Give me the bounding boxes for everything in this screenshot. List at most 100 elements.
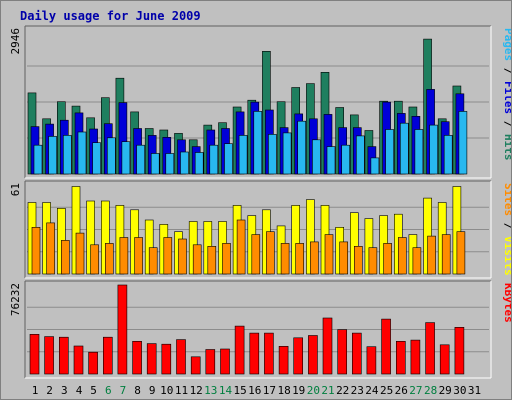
bar-sites-day-7 xyxy=(119,237,129,275)
x-tick-label: 1 xyxy=(32,384,39,397)
x-tick-label: 16 xyxy=(248,384,261,397)
panel-visits-sites: 61 Sites / Visits xyxy=(9,180,512,279)
x-tick-label: 5 xyxy=(90,384,97,397)
bar-kbytes-day-22 xyxy=(337,329,348,375)
bar-sites-day-27 xyxy=(412,247,422,275)
panel-hits-files-pages: 2946 Pages / Files / Hits xyxy=(9,25,512,179)
bar-pages-day-6 xyxy=(107,137,116,175)
bar-pages-day-17 xyxy=(268,134,277,175)
x-tick-label: 4 xyxy=(76,384,83,397)
bar-sites-day-26 xyxy=(397,237,407,275)
bar-pages-day-22 xyxy=(341,144,351,175)
x-tick-label: 9 xyxy=(149,384,156,397)
bar-kbytes-day-4 xyxy=(73,345,84,375)
legend-visits: Visits xyxy=(502,236,511,276)
bar-sites-day-16 xyxy=(251,234,261,275)
x-tick-label: 18 xyxy=(277,384,290,397)
x-tick-label: 31 xyxy=(468,384,481,397)
bar-sites-day-17 xyxy=(266,231,275,275)
bar-kbytes-day-23 xyxy=(351,332,362,375)
legend-separator: / xyxy=(502,61,511,81)
x-tick-label: 30 xyxy=(453,384,466,397)
y-max-label: 61 xyxy=(9,183,22,196)
bar-sites-day-28 xyxy=(427,235,436,275)
bar-sites-day-12 xyxy=(192,244,202,275)
bar-pages-day-3 xyxy=(62,135,72,175)
legend: KBytes xyxy=(502,283,511,323)
bar-kbytes-day-21 xyxy=(322,317,333,375)
x-tick-label: 13 xyxy=(204,384,217,397)
bar-kbytes-day-15 xyxy=(234,325,245,375)
bar-sites-day-25 xyxy=(383,243,392,275)
bar-pages-day-14 xyxy=(224,143,233,175)
bar-kbytes-day-7 xyxy=(117,284,128,375)
bar-pages-day-24 xyxy=(370,157,380,175)
bar-kbytes-day-25 xyxy=(381,318,391,375)
bar-sites-day-15 xyxy=(236,219,246,275)
bar-kbytes-day-13 xyxy=(205,349,216,375)
bar-sites-day-9 xyxy=(148,247,158,275)
bar-pages-day-28 xyxy=(429,124,438,175)
bar-sites-day-3 xyxy=(60,240,70,275)
bar-sites-day-21 xyxy=(324,234,334,275)
bar-pages-day-1 xyxy=(33,144,43,175)
x-tick-label: 3 xyxy=(61,384,68,397)
bar-kbytes-day-6 xyxy=(103,336,113,375)
bar-sites-day-20 xyxy=(310,241,319,275)
bar-kbytes-day-16 xyxy=(249,332,260,375)
bar-pages-day-10 xyxy=(165,153,175,175)
bar-sites-day-2 xyxy=(46,222,55,275)
bar-kbytes-day-27 xyxy=(410,339,421,375)
legend-separator: / xyxy=(502,114,511,134)
bar-pages-day-20 xyxy=(312,139,321,175)
x-tick-label: 15 xyxy=(233,384,246,397)
bar-sites-day-13 xyxy=(207,246,217,275)
chart-title: Daily usage for June 2009 xyxy=(20,9,201,23)
bar-sites-day-23 xyxy=(353,246,363,275)
bar-pages-day-19 xyxy=(297,120,307,175)
bar-kbytes-day-2 xyxy=(44,336,54,375)
bar-sites-day-14 xyxy=(222,243,231,275)
bar-sites-day-29 xyxy=(441,234,451,275)
bar-pages-day-2 xyxy=(48,136,57,175)
bar-pages-day-4 xyxy=(77,131,87,175)
bar-sites-day-22 xyxy=(339,241,349,275)
bar-kbytes-day-14 xyxy=(220,348,230,375)
bar-sites-day-4 xyxy=(75,232,85,275)
bar-sites-day-1 xyxy=(31,227,41,275)
bar-sites-day-6 xyxy=(105,243,114,275)
x-tick-label: 7 xyxy=(120,384,127,397)
bar-kbytes-day-29 xyxy=(439,344,450,375)
y-max-label: 76232 xyxy=(9,283,22,316)
bar-pages-day-13 xyxy=(209,144,219,175)
x-tick-label: 8 xyxy=(134,384,141,397)
legend-sites: Sites xyxy=(502,183,511,216)
bar-kbytes-day-17 xyxy=(264,332,274,375)
bar-pages-day-11 xyxy=(180,151,189,175)
x-tick-label: 26 xyxy=(395,384,408,397)
x-tick-label: 23 xyxy=(351,384,364,397)
bar-pages-day-25 xyxy=(385,129,394,175)
bar-kbytes-day-9 xyxy=(146,343,157,375)
x-tick-label: 19 xyxy=(292,384,305,397)
bar-kbytes-day-11 xyxy=(176,339,186,375)
bar-kbytes-day-30 xyxy=(454,326,465,375)
y-max-label: 2946 xyxy=(9,28,22,55)
legend-files: Files xyxy=(502,81,511,114)
bar-kbytes-day-24 xyxy=(366,346,377,375)
legend-separator: / xyxy=(502,216,511,236)
bar-sites-day-8 xyxy=(134,237,143,275)
bar-pages-day-12 xyxy=(194,152,204,175)
bar-kbytes-day-12 xyxy=(190,356,201,375)
bar-pages-day-16 xyxy=(253,111,263,175)
bar-pages-day-8 xyxy=(136,144,145,175)
bar-kbytes-day-5 xyxy=(88,351,98,375)
bar-pages-day-26 xyxy=(399,122,409,175)
bar-sites-day-24 xyxy=(368,247,378,275)
bar-kbytes-day-18 xyxy=(278,345,289,375)
bar-pages-day-21 xyxy=(326,146,336,175)
bar-kbytes-day-26 xyxy=(395,340,406,375)
x-axis: 1 2 3 4 5 6 7 8 9 10 11 12 13 14 15 16 17 18 19 20 21 22 23 24 2… xyxy=(32,384,481,397)
bar-kbytes-day-28 xyxy=(425,322,435,375)
